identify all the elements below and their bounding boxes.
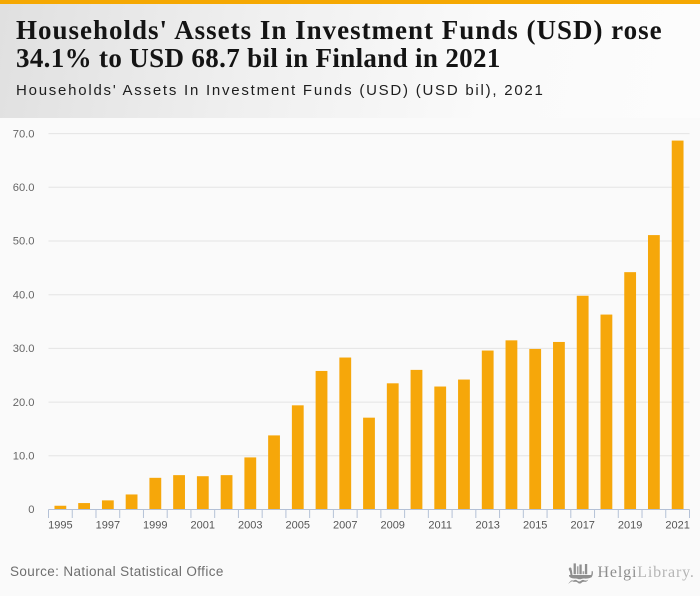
svg-text:1999: 1999 bbox=[143, 520, 167, 532]
svg-text:0: 0 bbox=[28, 504, 34, 516]
svg-text:1997: 1997 bbox=[96, 520, 120, 532]
svg-text:60.0: 60.0 bbox=[13, 182, 35, 194]
svg-text:2001: 2001 bbox=[191, 520, 215, 532]
svg-text:2021: 2021 bbox=[665, 520, 689, 532]
svg-text:2017: 2017 bbox=[570, 520, 594, 532]
svg-text:70.0: 70.0 bbox=[13, 128, 35, 140]
svg-text:2003: 2003 bbox=[238, 520, 262, 532]
svg-text:40.0: 40.0 bbox=[13, 289, 35, 301]
svg-text:2013: 2013 bbox=[475, 520, 499, 532]
svg-text:2007: 2007 bbox=[333, 520, 357, 532]
svg-text:30.0: 30.0 bbox=[13, 343, 35, 355]
svg-text:2009: 2009 bbox=[380, 520, 404, 532]
svg-text:20.0: 20.0 bbox=[13, 397, 35, 409]
svg-text:10.0: 10.0 bbox=[13, 451, 35, 463]
svg-text:2005: 2005 bbox=[286, 520, 310, 532]
svg-text:1995: 1995 bbox=[48, 520, 72, 532]
svg-text:2011: 2011 bbox=[428, 520, 452, 532]
svg-text:50.0: 50.0 bbox=[13, 236, 35, 248]
svg-text:2019: 2019 bbox=[618, 520, 642, 532]
svg-text:2015: 2015 bbox=[523, 520, 547, 532]
